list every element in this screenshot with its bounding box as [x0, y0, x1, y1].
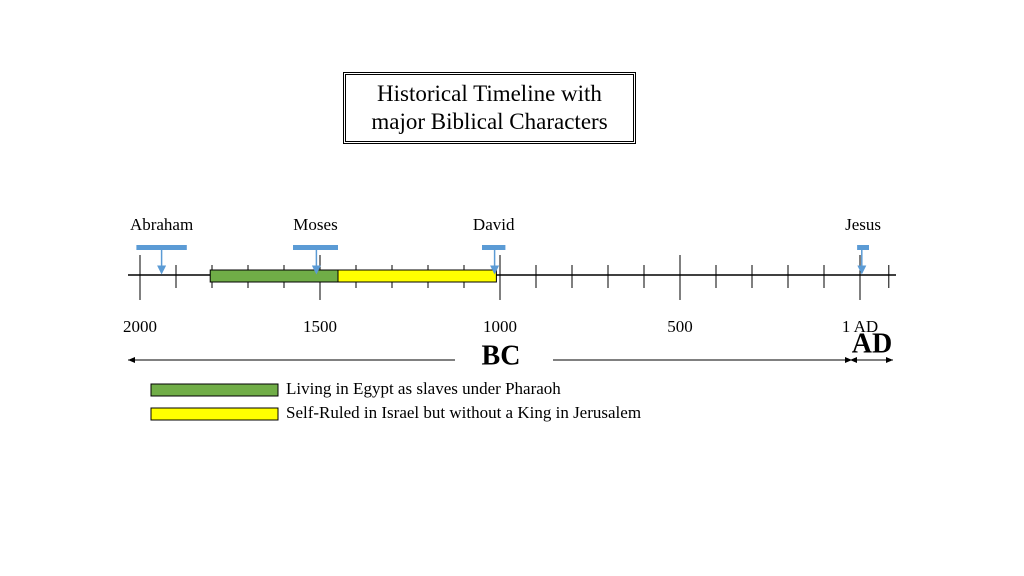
legend-swatch: [150, 407, 279, 421]
character-label: David: [473, 215, 515, 234]
x-tick-label: 500: [667, 317, 693, 336]
character-label: Abraham: [130, 215, 193, 234]
legend-label: Living in Egypt as slaves under Pharaoh: [286, 379, 561, 398]
legend-label: Self-Ruled in Israel but without a King …: [286, 403, 641, 422]
character-label: Jesus: [845, 215, 881, 234]
character-bar: [482, 245, 506, 250]
character-bar: [136, 245, 187, 250]
period-bar: [337, 269, 497, 283]
x-tick-label: 2000: [123, 317, 157, 336]
character-label: Moses: [293, 215, 337, 234]
x-tick-label: 1000: [483, 317, 517, 336]
x-tick-label: 1500: [303, 317, 337, 336]
x-tick-label: 1 AD: [842, 317, 878, 336]
character-bar: [857, 245, 869, 250]
title: Historical Timeline with major Biblical …: [343, 72, 636, 144]
era-label: BC: [482, 340, 521, 371]
period-bar: [209, 269, 339, 283]
legend-swatch: [150, 383, 279, 397]
era-label: AD: [852, 328, 892, 359]
character-bar: [293, 245, 338, 250]
